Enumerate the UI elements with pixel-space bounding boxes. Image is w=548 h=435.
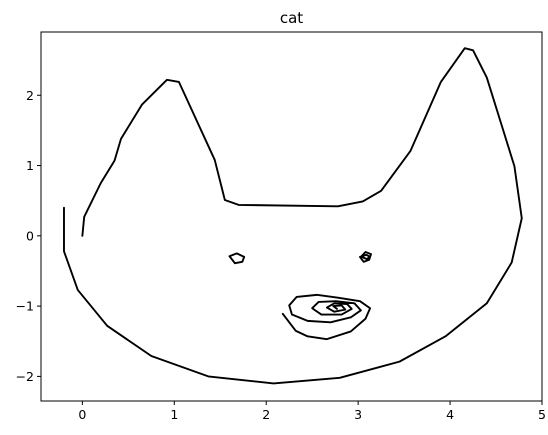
x-tick-label: 0: [78, 407, 86, 422]
y-tick-label: 1: [26, 158, 34, 173]
x-tick-label: 4: [446, 407, 454, 422]
series-layer: [63, 47, 523, 385]
plot-area-frame: [40, 31, 543, 402]
x-tick-label: 2: [262, 407, 270, 422]
series-line-1: [228, 252, 246, 265]
series-line-0: [63, 47, 523, 385]
series-line-2: [359, 251, 372, 263]
y-tick-label: 0: [26, 228, 34, 243]
y-tick-label: 2: [26, 88, 34, 103]
x-tick-label: 3: [354, 407, 362, 422]
chart-title: cat: [280, 9, 303, 27]
x-tick-label: 5: [538, 407, 546, 422]
x-tick-label: 1: [170, 407, 178, 422]
series-line-3: [281, 293, 372, 341]
y-axis: −2 −1 0 1 2: [16, 88, 41, 384]
y-tick-label: −1: [16, 299, 34, 314]
x-axis: 0 1 2 3 4 5: [78, 401, 546, 422]
y-tick-label: −2: [16, 369, 34, 384]
